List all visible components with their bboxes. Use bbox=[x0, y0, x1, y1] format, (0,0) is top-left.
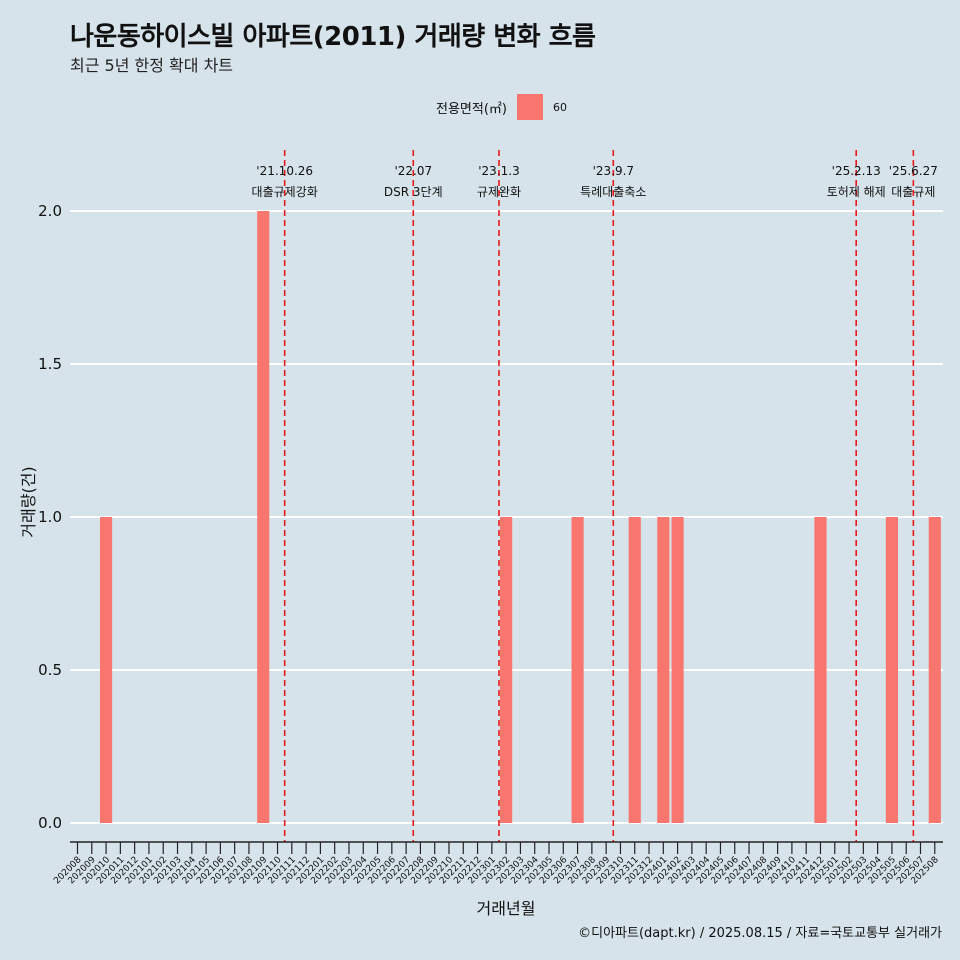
y-tick-label: 2.0 bbox=[38, 202, 62, 220]
event-label: 대출규제 bbox=[891, 185, 935, 199]
bar bbox=[885, 517, 898, 823]
bar bbox=[100, 517, 113, 823]
axes: 2020082020092020102020112020122021012021… bbox=[52, 841, 943, 886]
y-tick-label: 1.5 bbox=[38, 355, 62, 373]
event-date-label: '25.2.13 bbox=[832, 164, 881, 178]
event-date-label: '25.6.27 bbox=[889, 164, 938, 178]
chart-title: 나운동하이스빌 아파트(2011) 거래량 변화 흐름 bbox=[70, 22, 596, 52]
legend-label: 60 bbox=[552, 100, 567, 114]
bar bbox=[657, 517, 670, 823]
y-axis-title: 거래량(건) bbox=[19, 466, 38, 537]
event-label: 규제완화 bbox=[477, 185, 521, 199]
y-tick-label: 1.0 bbox=[38, 508, 62, 526]
bar bbox=[257, 211, 270, 823]
event-label: 토허제 해제 bbox=[827, 185, 886, 199]
x-axis-title: 거래년월 bbox=[477, 899, 536, 918]
event-label: 대출규제강화 bbox=[252, 185, 318, 199]
event-label: 특례대출축소 bbox=[580, 185, 646, 199]
y-tick-label: 0.5 bbox=[38, 661, 62, 679]
legend: 전용면적(㎡) 60 bbox=[436, 94, 567, 120]
bar bbox=[571, 517, 584, 823]
bars bbox=[100, 211, 941, 823]
event-date-label: '22.07 bbox=[394, 164, 432, 178]
legend-key-swatch bbox=[516, 94, 543, 120]
bar bbox=[628, 517, 641, 823]
bar bbox=[928, 517, 941, 823]
gridlines: 0.0 0.5 1.0 1.5 2.0 bbox=[38, 202, 943, 832]
source-caption: ©디아파트(dapt.kr) / 2025.08.15 / 자료=국토교통부 실… bbox=[578, 926, 942, 941]
chart-subtitle: 최근 5년 한정 확대 차트 bbox=[70, 56, 234, 75]
y-tick-label: 0.0 bbox=[38, 814, 62, 832]
event-date-label: '21.10.26 bbox=[256, 164, 313, 178]
event-date-label: '23.9.7 bbox=[593, 164, 634, 178]
event-date-label: '23.1.3 bbox=[478, 164, 519, 178]
event-label: DSR 3단계 bbox=[384, 185, 443, 199]
bar bbox=[814, 517, 827, 823]
event-lines: '21.10.26 대출규제강화 '22.07 DSR 3단계 '23.1.3 규제완화 '… bbox=[252, 150, 938, 842]
legend-title: 전용면적(㎡) bbox=[436, 101, 507, 117]
bar bbox=[671, 517, 684, 823]
bar bbox=[500, 517, 513, 823]
